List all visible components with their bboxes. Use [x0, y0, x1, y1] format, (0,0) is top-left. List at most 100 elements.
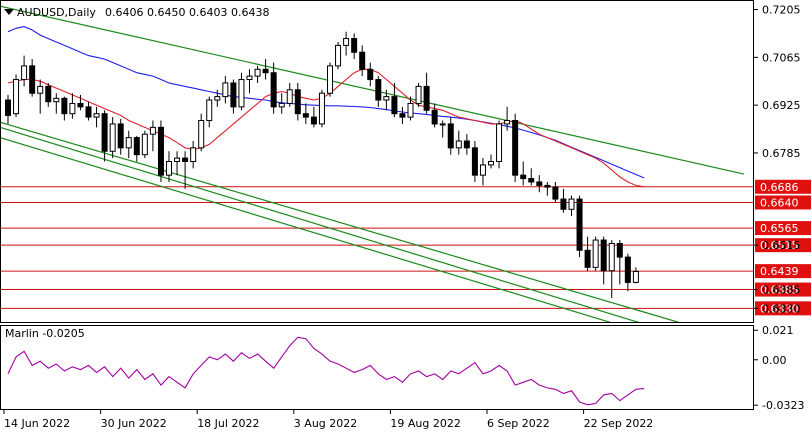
bull-candle	[455, 140, 462, 149]
bear-candle	[351, 38, 358, 53]
bull-candle	[222, 82, 229, 98]
bear-candle	[230, 82, 237, 108]
marlin-tick-label: 0.021	[762, 324, 794, 337]
bear-candle	[544, 184, 551, 188]
level-label-bg	[755, 221, 811, 236]
symbol-label: AUDUSD,Daily	[17, 6, 96, 19]
bull-candle	[488, 161, 494, 166]
bear-candle	[600, 239, 607, 272]
price-tick-label: 0.6385	[762, 284, 801, 297]
channel-lines	[1, 5, 745, 322]
bull-candle	[383, 96, 390, 101]
bear-candle	[399, 113, 406, 118]
marlin-tick-label: -0.0323	[762, 399, 804, 412]
bear-candle	[85, 106, 92, 118]
level-label-bg	[755, 179, 811, 194]
price-tick-label: 0.6515	[762, 239, 801, 252]
bear-candle	[45, 85, 52, 103]
marlin-axis: 0.021 0.00 -0.0323	[754, 324, 804, 412]
bull-candle	[141, 133, 148, 156]
red-moving-average	[7, 68, 645, 188]
level-label-bg	[755, 264, 811, 279]
bear-candle	[77, 102, 84, 108]
bull-candle	[69, 102, 76, 115]
bear-candle	[391, 96, 398, 115]
marlin-tick-label: 0.00	[762, 354, 787, 367]
bull-candle	[93, 113, 100, 118]
bear-candle	[447, 123, 454, 149]
bull-candle	[166, 161, 172, 176]
bear-candle	[117, 123, 124, 149]
bull-candle	[125, 137, 132, 149]
bull-candle	[174, 157, 181, 163]
moving-averages	[7, 26, 645, 188]
marlin-series-line	[7, 336, 645, 406]
bull-candle	[327, 65, 333, 94]
level-label: 0.6515	[760, 239, 799, 252]
bull-candle	[206, 99, 213, 122]
bull-candle	[53, 97, 60, 103]
bear-candle	[182, 157, 189, 163]
bear-candle	[560, 198, 567, 210]
level-label: 0.6439	[760, 265, 799, 278]
bull-candle	[415, 85, 422, 104]
level-label: 0.6640	[760, 196, 799, 209]
bull-candle	[246, 75, 253, 81]
level-label-bg	[755, 195, 811, 210]
level-label: 0.6385	[760, 284, 799, 297]
time-tick-label: 22 Sep 2022	[584, 417, 654, 430]
bull-candle	[278, 102, 285, 108]
bear-candle	[463, 140, 470, 149]
horizontal-levels: 0.6686 0.6640 0.6565 0.6515 0.6439 0.6385 0.63…	[1, 179, 811, 316]
bull-candle	[479, 164, 486, 176]
bear-candle	[528, 178, 535, 183]
ohlc-values: 0.6406 0.6450 0.6403 0.6438	[105, 6, 269, 19]
bull-candle	[149, 126, 156, 135]
symbol-dropdown-icon[interactable]	[4, 9, 14, 15]
bear-candle	[431, 109, 438, 125]
bear-candle	[624, 256, 631, 283]
blue-moving-average	[7, 26, 645, 179]
bull-candle	[496, 123, 503, 163]
bull-candle	[238, 79, 245, 108]
bear-candle	[367, 68, 374, 81]
marlin-panel	[0, 325, 754, 410]
bull-candle	[286, 89, 293, 104]
price-tick-label: 0.6785	[762, 147, 801, 160]
bear-candle	[5, 99, 11, 116]
price-tick-label: 0.6330	[762, 302, 801, 315]
price-tick-label: 0.6925	[762, 99, 801, 112]
bull-candle	[568, 198, 575, 210]
time-tick-label: 19 Aug 2022	[390, 417, 460, 430]
bull-candle	[318, 92, 325, 125]
bull-candle	[439, 123, 446, 126]
bull-candle	[343, 38, 350, 46]
bull-candle	[190, 147, 197, 162]
bull-candle	[109, 123, 116, 152]
bear-candle	[294, 89, 301, 115]
channel-line	[1, 127, 640, 322]
marlin-title: Marlin -0.0205	[5, 327, 85, 340]
channel-line	[1, 121, 680, 322]
bear-candle	[302, 113, 309, 118]
price-axis: 0.7205 0.7065 0.6925 0.6785 0.6515 0.6385 0.63…	[754, 4, 801, 315]
channel-line	[1, 137, 612, 322]
bear-candle	[616, 242, 623, 258]
level-label: 0.6565	[760, 222, 799, 235]
time-tick-label: 14 Jun 2022	[4, 417, 70, 430]
bear-candle	[61, 97, 68, 115]
bull-candle	[198, 120, 205, 149]
bull-candle	[335, 44, 342, 67]
time-axis: 14 Jun 2022 30 Jun 2022 18 Jul 2022 3 Aug 2…	[3, 410, 654, 430]
bear-candle	[584, 249, 591, 268]
bear-candle	[359, 51, 366, 70]
time-tick-label: 3 Aug 2022	[294, 417, 357, 430]
bull-candle	[592, 239, 599, 268]
bear-candle	[133, 137, 140, 156]
bear-candle	[520, 174, 527, 180]
bear-candle	[375, 79, 382, 101]
bear-candle	[157, 126, 164, 176]
bull-candle	[632, 270, 639, 283]
bear-candle	[512, 120, 519, 176]
